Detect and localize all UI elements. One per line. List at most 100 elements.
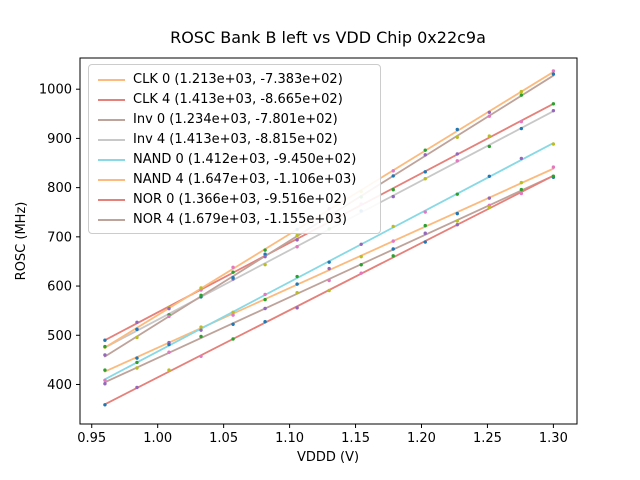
y-tick-label: 500 [47, 329, 72, 344]
legend-swatch [98, 119, 125, 121]
data-point-marker [135, 327, 139, 332]
data-point-marker [519, 180, 524, 185]
data-point-marker [423, 223, 427, 228]
data-point-marker [423, 231, 427, 235]
data-point-marker [199, 293, 203, 298]
data-point-marker [551, 142, 556, 146]
data-point-marker [103, 368, 107, 372]
data-point-marker [295, 238, 299, 242]
data-point-marker [103, 382, 107, 386]
x-tick-label: 0.95 [77, 431, 106, 446]
data-point-marker [103, 378, 107, 383]
data-point-marker [455, 222, 459, 227]
data-point-marker [455, 211, 459, 216]
y-tick-label: 700 [47, 230, 72, 245]
data-point-marker [391, 174, 395, 178]
legend-label: NAND 0 (1.412e+03, -9.450e+02) [133, 152, 357, 167]
data-point-marker [135, 356, 139, 360]
legend-label: Inv 0 (1.234e+03, -7.801e+02) [133, 112, 338, 127]
data-point-marker [487, 144, 492, 149]
plot-frame [79, 57, 578, 425]
legend-box: CLK 0 (1.213e+03, -7.383e+02) CLK 4 (1.41… [88, 64, 381, 234]
legend-item-nand-4: NAND 4 (1.647e+03, -1.106e+03) [98, 170, 372, 190]
data-point-marker [295, 274, 299, 279]
data-point-marker [167, 342, 171, 347]
data-point-marker [519, 119, 524, 124]
y-tick-label: 600 [47, 280, 72, 295]
data-point-marker [455, 135, 459, 139]
y-axis-label: ROSC (MHz) [14, 202, 29, 281]
data-point-marker [167, 350, 171, 354]
data-point-marker [519, 187, 524, 192]
data-point-marker [391, 247, 395, 251]
data-point-marker [231, 313, 235, 317]
data-point-marker [263, 262, 267, 267]
legend-label: NOR 4 (1.679e+03, -1.155e+03) [133, 212, 347, 227]
data-point-marker [519, 191, 524, 196]
data-point-marker [263, 319, 267, 324]
data-point-marker [231, 322, 235, 326]
x-tick-label: 1.25 [473, 431, 502, 446]
data-point-marker [327, 288, 331, 293]
data-point-marker [551, 69, 556, 73]
data-point-marker [263, 297, 267, 302]
data-point-marker [455, 127, 459, 132]
data-point-marker [103, 344, 107, 349]
data-point-marker [263, 252, 267, 256]
x-tick-label: 1.15 [341, 431, 370, 446]
legend-label: Inv 4 (1.413e+03, -8.815e+02) [133, 132, 338, 147]
data-point-marker [359, 254, 363, 259]
data-point-marker [263, 254, 267, 259]
data-point-marker [231, 337, 235, 341]
legend-item-clk-0: CLK 0 (1.213e+03, -7.383e+02) [98, 70, 372, 90]
data-point-marker [423, 153, 427, 157]
legend-item-inv-0: Inv 0 (1.234e+03, -7.801e+02) [98, 110, 372, 130]
data-point-marker [263, 292, 267, 297]
data-point-marker [487, 110, 492, 114]
x-axis-label: VDDD (V) [297, 450, 359, 465]
data-point-marker [455, 159, 459, 163]
legend-swatch [98, 179, 125, 181]
data-point-marker [359, 271, 363, 275]
data-point-marker [135, 320, 139, 325]
legend-swatch [98, 219, 125, 221]
legend-item-inv-4: Inv 4 (1.413e+03, -8.815e+02) [98, 130, 372, 150]
legend-label: CLK 0 (1.213e+03, -7.383e+02) [133, 72, 343, 87]
data-point-marker [551, 72, 556, 76]
legend-swatch [98, 159, 125, 161]
data-point-marker [423, 177, 427, 181]
data-point-marker [135, 335, 139, 340]
data-point-marker [359, 263, 363, 267]
data-point-marker [295, 233, 299, 238]
legend-item-clk-4: CLK 4 (1.413e+03, -8.665e+02) [98, 90, 372, 110]
legend-item-nor-4: NOR 4 (1.679e+03, -1.155e+03) [98, 210, 372, 230]
data-point-marker [391, 254, 395, 258]
data-point-marker [423, 240, 427, 244]
legend-label: NOR 0 (1.366e+03, -9.516e+02) [133, 192, 347, 207]
data-point-marker [551, 174, 556, 178]
data-point-marker [391, 188, 395, 192]
data-point-marker [199, 328, 203, 332]
legend-swatch [98, 139, 125, 141]
x-tick-label: 1.10 [275, 431, 304, 446]
x-tick-label: 1.05 [209, 431, 238, 446]
data-point-marker [423, 210, 427, 214]
data-point-marker [487, 205, 492, 210]
data-point-marker [103, 353, 107, 357]
y-tick-label: 900 [47, 132, 72, 147]
x-tick-label: 1.20 [407, 431, 436, 446]
data-point-marker [231, 265, 235, 269]
data-point-marker [103, 338, 107, 342]
data-point-marker [327, 266, 331, 271]
data-point-marker [391, 239, 395, 243]
y-tick-label: 1000 [39, 83, 72, 98]
y-tick-label: 800 [47, 181, 72, 196]
data-point-marker [231, 270, 235, 274]
data-point-marker [455, 152, 459, 156]
plot-area: 0.95 1.00 1.05 1.10 1.15 1.20 1.25 1.30 400 500 60… [39, 57, 578, 446]
data-point-marker [519, 89, 524, 94]
data-point-marker [263, 248, 267, 252]
x-tick-label: 1.00 [143, 431, 172, 446]
